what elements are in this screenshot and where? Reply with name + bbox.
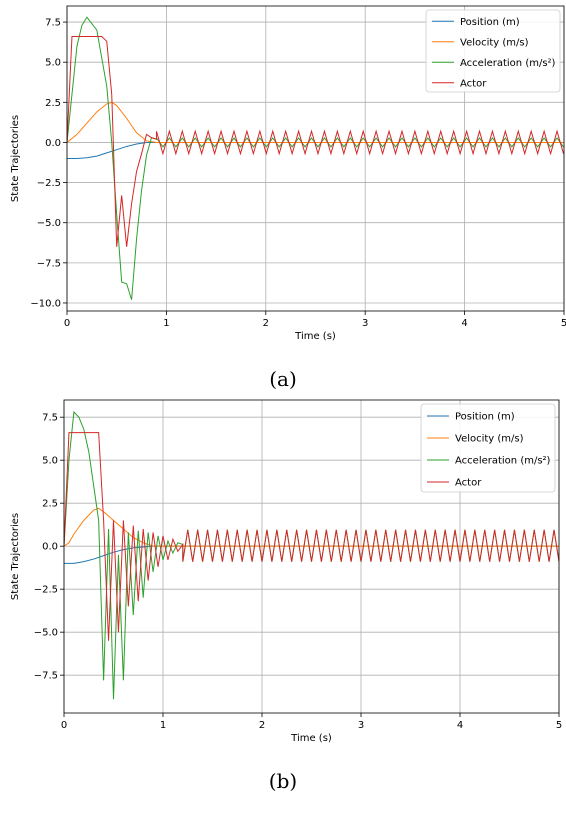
chart-a-xtick-label-2: 2	[263, 318, 269, 329]
chart-b-ytick-label-5: 5.0	[42, 456, 58, 467]
chart-a-legend-box	[425, 9, 561, 93]
chart-b-caption: (b)	[269, 769, 297, 793]
chart-a-legend: Position (m) Velocity (m/s) Acceleration (…	[425, 9, 561, 93]
chart-a-frame	[66, 5, 565, 312]
chart-a-xtick-label-3: 3	[362, 318, 368, 329]
chart-b-legend: Position (m) Velocity (m/s) Acceleration (…	[420, 403, 556, 493]
chart-b-xtick-label-3: 3	[358, 720, 364, 731]
chart-a-ytick-label-3: −2.5	[37, 178, 61, 189]
chart-b-series-3-line	[64, 432, 559, 641]
chart-b-xtick-label-4: 4	[457, 720, 463, 731]
chart-a-ticks: 0 1 2 3 4 5 −10.0 −7.5 −5.0 −2.5 0.0 2.5 5.0 7.5	[30, 18, 566, 329]
chart-a-series-1-line	[67, 101, 564, 143]
chart-b-frame	[63, 399, 560, 714]
chart-a-series-2-line	[67, 16, 564, 300]
chart-a-caption: (a)	[269, 367, 297, 391]
chart-b-legend-label-1: Velocity (m/s)	[455, 434, 524, 445]
chart-b-ytick-label-2: −2.5	[34, 585, 58, 596]
chart-a-series-3-line	[67, 36, 564, 247]
chart-b-legend-label-0: Position (m)	[455, 412, 515, 423]
chart-a-legend-label-1: Velocity (m/s)	[460, 37, 529, 48]
chart-a-legend-label-2: Acceleration (m/s²)	[460, 58, 556, 69]
chart-a-ytick-label-4: 0.0	[45, 138, 61, 149]
chart-b-legend-label-2: Acceleration (m/s²)	[455, 456, 551, 467]
chart-b: 0 1 2 3 4 5−7.5−5.0−2.50.02.55.07.5 Time (s) …	[10, 399, 562, 793]
chart-a-ylabel: State Trajectories	[10, 115, 21, 202]
chart-a-ytick-label-6: 5.0	[45, 58, 61, 69]
chart-a-xtick-label-1: 1	[163, 318, 169, 329]
chart-b-series	[64, 410, 559, 700]
chart-b-xtick-label-0: 0	[61, 720, 67, 731]
chart-a-ytick-label-0: −10.0	[30, 298, 61, 309]
chart-b-ticks: 0 1 2 3 4 5 −7.5 −5.0 −2.5 0.0 2.5 5.0 7.5	[34, 413, 562, 731]
chart-a-legend-label-0: Position (m)	[460, 17, 520, 28]
chart-b-ylabel: State Trajectories	[10, 513, 21, 600]
chart-a-series	[67, 16, 564, 300]
chart-b-ytick-label-3: 0.0	[42, 542, 58, 553]
chart-a-ytick-label-2: −5.0	[37, 218, 61, 229]
chart-a-xtick-label-4: 4	[461, 318, 467, 329]
chart-a-xtick-label-5: 5	[561, 318, 566, 329]
chart-b-ytick-label-0: −7.5	[34, 671, 58, 682]
chart-b-ytick-label-4: 2.5	[42, 499, 58, 510]
chart-b-ytick-label-6: 7.5	[42, 413, 58, 424]
chart-b-legend-box	[420, 403, 556, 493]
chart-b-legend-label-3: Actor	[455, 478, 482, 489]
chart-a-ytick-label-5: 2.5	[45, 98, 61, 109]
chart-a-xtick-label-0: 0	[64, 318, 70, 329]
chart-b-xtick-label-5: 5	[556, 720, 562, 731]
chart-b-xtick-label-1: 1	[160, 720, 166, 731]
chart-a-ytick-label-1: −7.5	[37, 258, 61, 269]
chart-b-ytick-label-1: −5.0	[34, 628, 58, 639]
chart-a: 0 1 2 3 4 5 −10.0 −7.5 −5.0 −2.5 0.0 2.5 5.0 7.5 Time…	[10, 5, 566, 391]
chart-b-xlabel: Time (s)	[290, 733, 332, 744]
chart-a-ytick-label-7: 7.5	[45, 18, 61, 29]
chart-a-legend-label-3: Actor	[460, 78, 487, 89]
chart-b-series-1-line	[64, 507, 559, 547]
chart-b-xtick-label-2: 2	[259, 720, 265, 731]
chart-a-xlabel: Time (s)	[294, 331, 336, 342]
